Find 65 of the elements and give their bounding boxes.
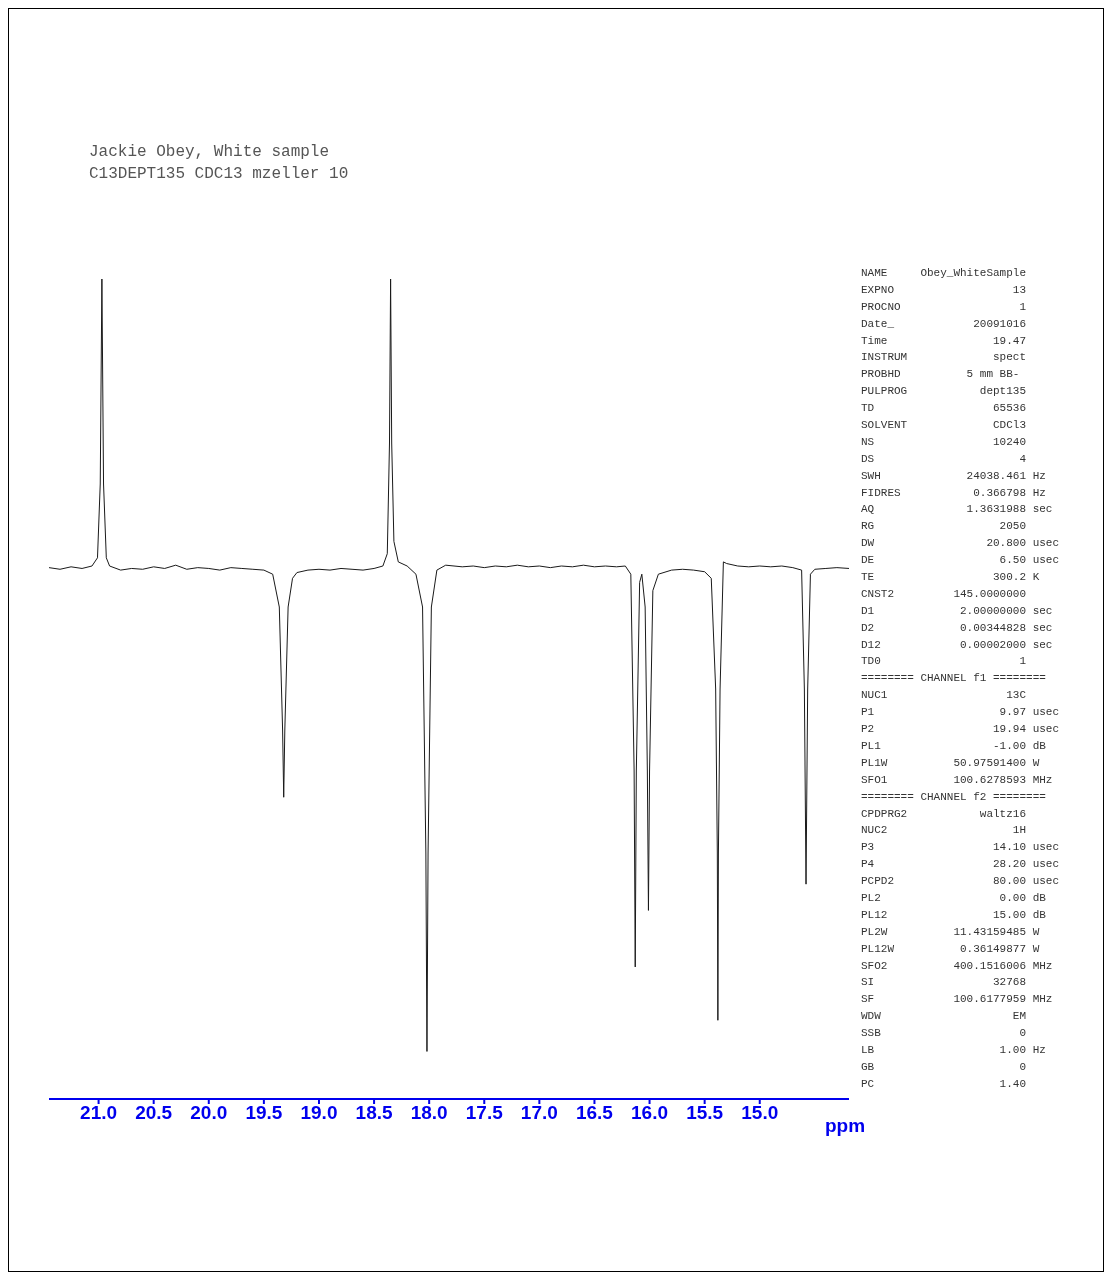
text: CNST2 145.0000000 bbox=[861, 586, 1028, 602]
text: SSB 0 bbox=[861, 1026, 1028, 1042]
text: PULPROG dept135 bbox=[861, 384, 1028, 400]
text: SWH 24038.461 Hz bbox=[861, 468, 1047, 484]
text: Date_ 20091016 bbox=[861, 316, 1028, 332]
text: TD 65536 bbox=[861, 401, 1028, 417]
text: PCPD2 80.00 usec bbox=[861, 874, 1060, 890]
text: WDW EM bbox=[861, 1009, 1028, 1025]
text: SFO2 400.1516006 MHz bbox=[861, 958, 1054, 974]
text: INSTRUM spect bbox=[861, 350, 1028, 366]
text: EXPNO 13 bbox=[861, 282, 1028, 298]
text: SF 100.6177959 MHz bbox=[861, 992, 1054, 1008]
x-tick-label: 15.5 bbox=[686, 1102, 724, 1124]
text: NS 10240 bbox=[861, 434, 1028, 450]
text: PL1 -1.00 dB bbox=[861, 738, 1047, 754]
text: CPDPRG2 waltz16 bbox=[861, 806, 1028, 822]
text: ======== CHANNEL f2 ======== bbox=[861, 789, 1047, 805]
text: P3 14.10 usec bbox=[861, 840, 1060, 856]
text: D1 2.00000000 sec bbox=[861, 603, 1054, 619]
text: DW 20.800 usec bbox=[861, 536, 1060, 552]
text: TD0 1 bbox=[861, 654, 1028, 670]
text: RG 2050 bbox=[861, 519, 1028, 535]
text: LB 1.00 Hz bbox=[861, 1042, 1047, 1058]
text: PL2 0.00 dB bbox=[861, 890, 1047, 906]
text: TE 300.2 K bbox=[861, 570, 1041, 586]
text: PL2W 11.43159485 W bbox=[861, 924, 1041, 940]
x-tick-label: 20.5 bbox=[135, 1102, 173, 1124]
x-tick-label: 15.0 bbox=[741, 1102, 779, 1124]
x-tick-label: 16.5 bbox=[575, 1102, 614, 1124]
x-axis-title: ppm bbox=[825, 1115, 866, 1137]
text: PL12 15.00 dB bbox=[861, 907, 1047, 923]
text: P2 19.94 usec bbox=[861, 722, 1060, 738]
x-tick-label: 17.5 bbox=[465, 1102, 504, 1124]
text: D2 0.00344828 sec bbox=[861, 620, 1054, 636]
text: SFO1 100.6278593 MHz bbox=[861, 772, 1054, 788]
text: NAME Obey_WhiteSample bbox=[861, 266, 1028, 281]
text: NUC1 13C bbox=[861, 688, 1028, 704]
text: SI 32768 bbox=[861, 975, 1028, 991]
x-tick-label: 18.5 bbox=[355, 1102, 393, 1124]
text: PROCNO 1 bbox=[861, 299, 1028, 315]
text: PROBHD 5 mm BB- bbox=[861, 367, 1021, 383]
x-tick-label: 18.0 bbox=[410, 1102, 448, 1124]
text: AQ 1.3631988 sec bbox=[861, 502, 1054, 518]
x-tick-label: 20.0 bbox=[190, 1102, 228, 1124]
text: P4 28.20 usec bbox=[861, 857, 1060, 873]
text: PL1W 50.97591400 W bbox=[861, 755, 1041, 771]
text: PC 1.40 bbox=[861, 1076, 1028, 1092]
x-tick-label: 21.0 bbox=[80, 1102, 118, 1124]
x-tick-label: 19.5 bbox=[245, 1102, 283, 1124]
x-tick-label: 17.0 bbox=[520, 1102, 558, 1124]
text: D12 0.00002000 sec bbox=[861, 637, 1054, 653]
text: Time 19.47 bbox=[861, 333, 1028, 349]
text: NUC2 1H bbox=[861, 823, 1028, 839]
text: P1 9.97 usec bbox=[861, 705, 1060, 721]
x-tick-label: 16.0 bbox=[631, 1102, 669, 1124]
text: SOLVENT CDCl3 bbox=[861, 418, 1028, 433]
chart-title: Jackie Obey, White sample bbox=[89, 142, 331, 163]
text: DE 6.50 usec bbox=[861, 553, 1060, 569]
text: GB 0 bbox=[861, 1059, 1028, 1075]
text: PL12W 0.36149877 W bbox=[861, 941, 1041, 957]
text: DS 4 bbox=[861, 451, 1028, 467]
x-tick-label: 19.0 bbox=[300, 1102, 338, 1124]
text: ======== CHANNEL f1 ======== bbox=[861, 671, 1047, 687]
chart-subtitle: C13DEPT135 CDC13 mzeller 10 bbox=[89, 164, 349, 185]
text: FIDRES 0.366798 Hz bbox=[861, 485, 1047, 501]
